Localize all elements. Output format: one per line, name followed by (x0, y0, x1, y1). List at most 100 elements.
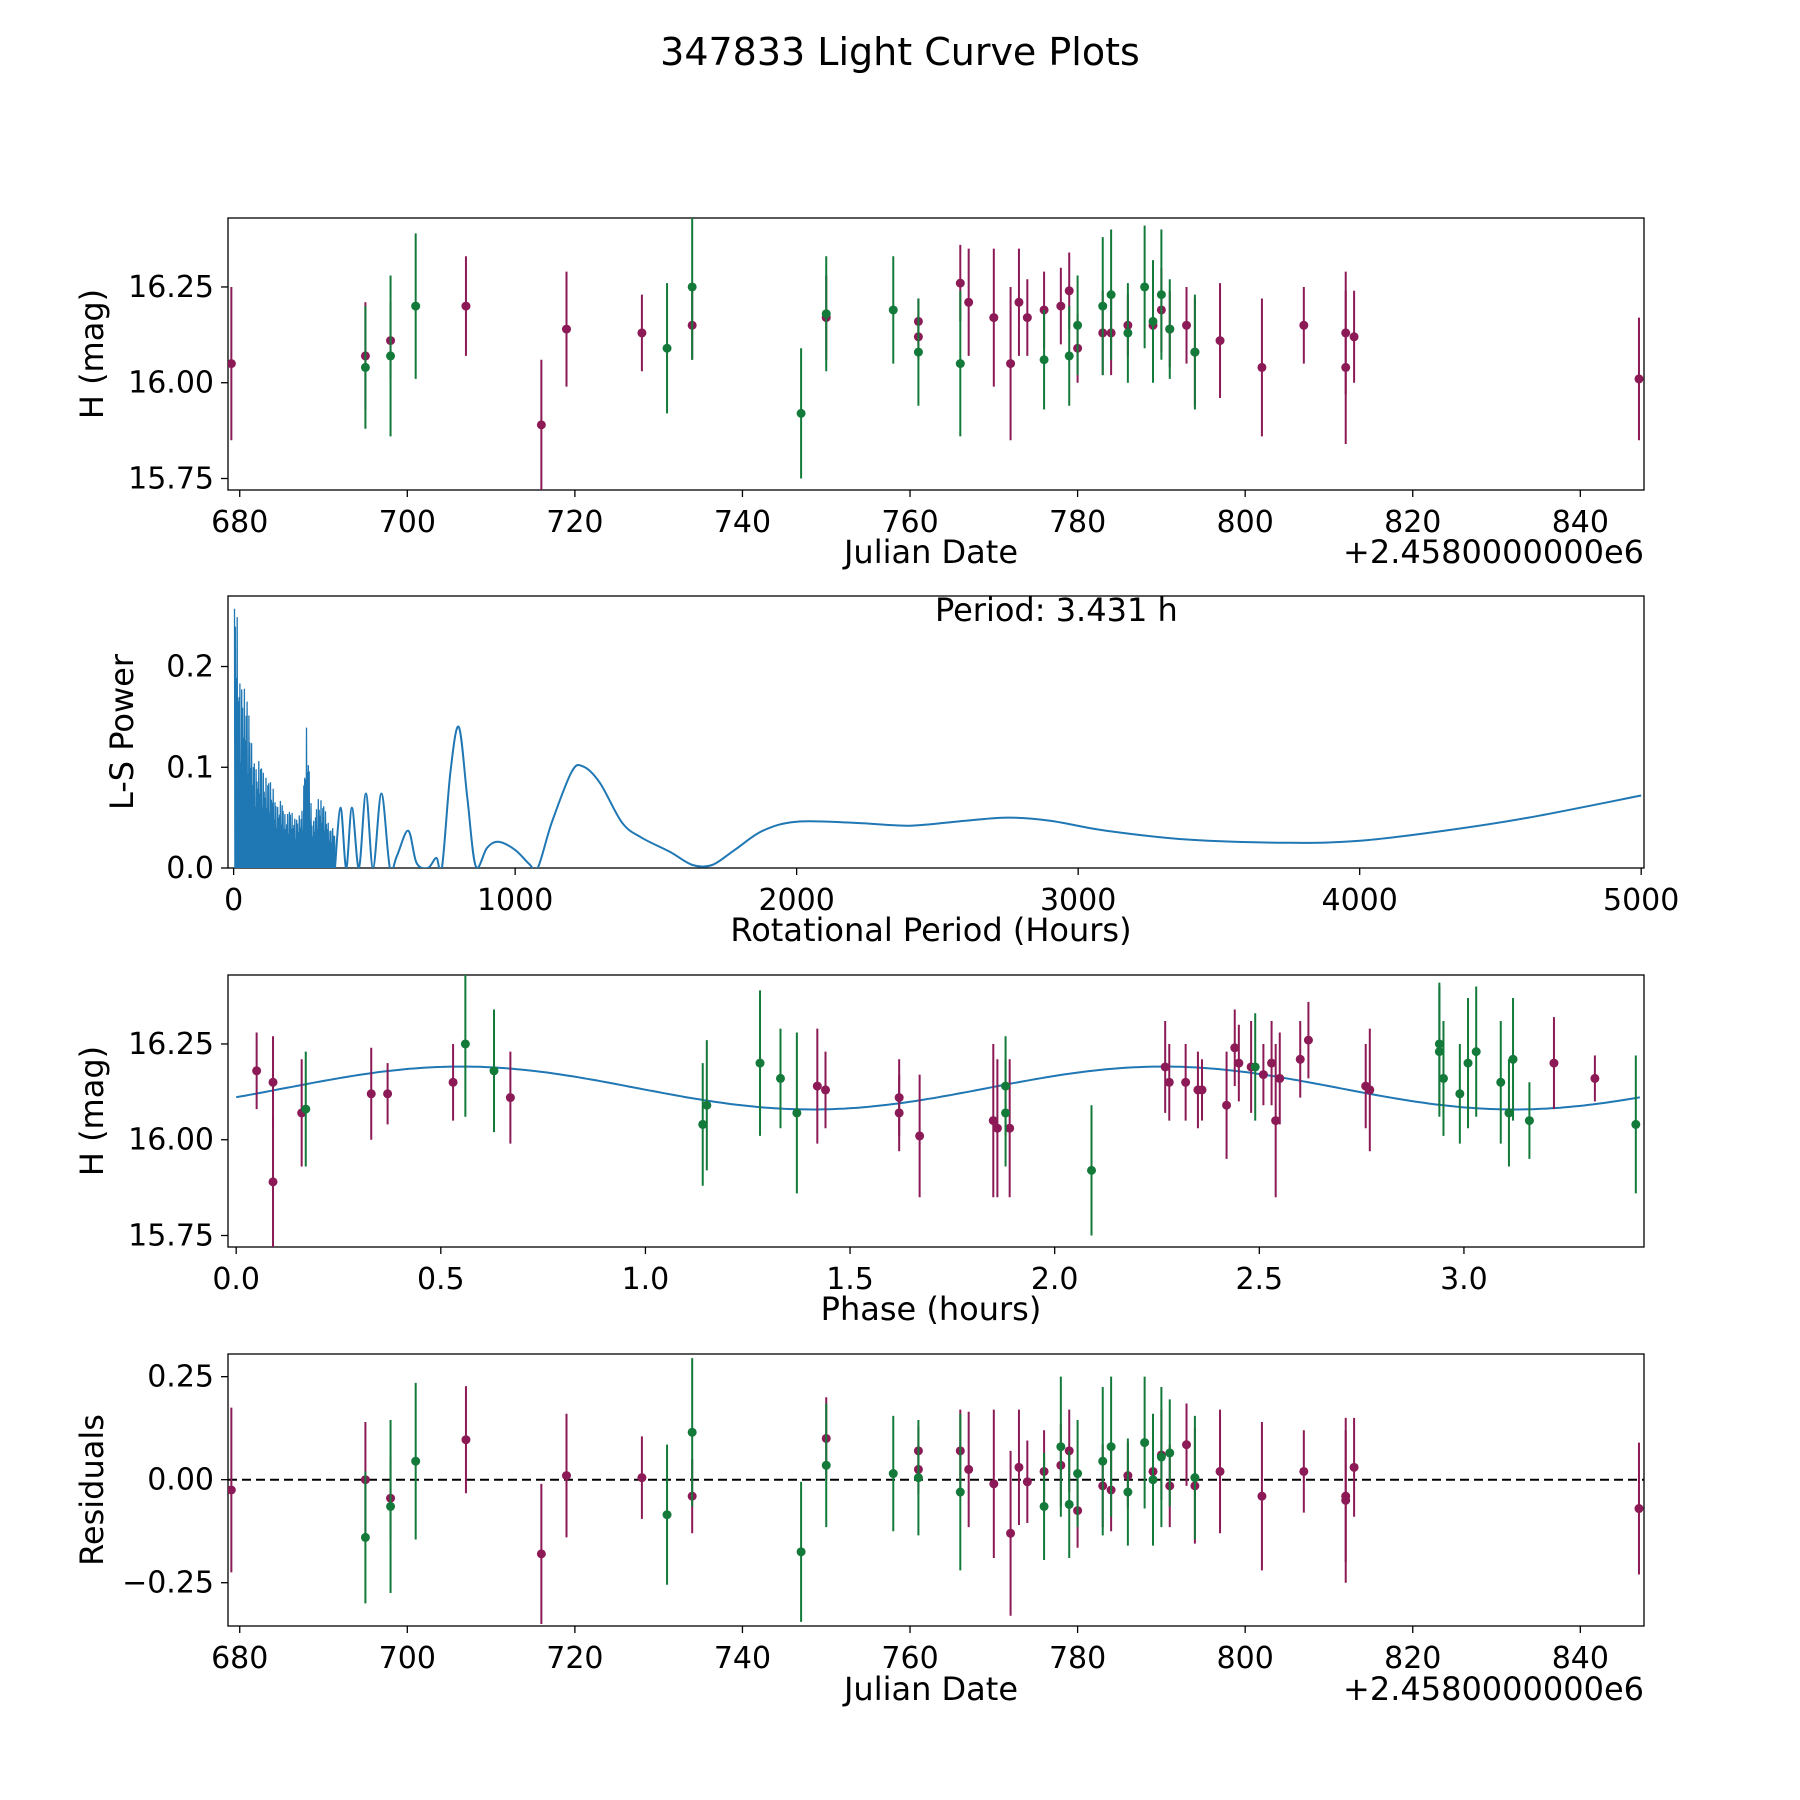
x-axis-label: Phase (hours) (821, 1290, 1042, 1328)
magenta-point (1197, 1085, 1207, 1095)
magenta-point (915, 1131, 925, 1141)
magenta-point (1271, 1116, 1281, 1126)
y-tick-label: 16.25 (128, 1027, 214, 1062)
magenta-point (1299, 320, 1309, 330)
x-tick-label: 820 (1384, 1641, 1441, 1676)
green-point (360, 362, 370, 372)
x-tick-label: 800 (1217, 1641, 1274, 1676)
green-point (913, 347, 923, 357)
green-point (1524, 1116, 1534, 1126)
magenta-point (561, 324, 571, 334)
magenta-point (1303, 1035, 1313, 1045)
y-tick-label: 0.1 (166, 750, 214, 785)
green-point (1056, 1442, 1066, 1452)
magenta-point (1215, 1466, 1225, 1476)
green-point (1471, 1047, 1481, 1057)
magenta-point (1267, 1058, 1277, 1068)
y-tick-label: 15.75 (128, 462, 214, 497)
x-axis-label: Julian Date (842, 1670, 1018, 1708)
green-point (698, 1119, 708, 1129)
magenta-point (989, 1479, 999, 1489)
y-tick-label: 0.00 (147, 1463, 214, 1498)
green-point (775, 1073, 785, 1083)
green-point (1098, 301, 1108, 311)
magenta-point (812, 1081, 822, 1091)
magenta-point (536, 1549, 546, 1559)
green-point (1098, 1456, 1108, 1466)
green-point (1165, 324, 1175, 334)
magenta-point (1064, 286, 1074, 296)
magenta-point (637, 1473, 647, 1483)
green-point (1064, 351, 1074, 361)
x-axis-label: Julian Date (842, 533, 1018, 571)
x-tick-label: 780 (1049, 505, 1106, 540)
green-point (411, 301, 421, 311)
x-tick-label: 1.5 (826, 1262, 874, 1297)
magenta-point (268, 1177, 278, 1187)
green-point (888, 305, 898, 315)
x-tick-label: 1000 (477, 883, 553, 918)
green-point (1001, 1081, 1011, 1091)
lightcurve-panel: 680 700 720 740 760 780 800 820 840 15.75 16.00 16.… (73, 217, 1645, 571)
magenta-point (366, 1089, 376, 1099)
magenta-point (252, 1066, 262, 1076)
x-tick-label: 3.0 (1440, 1262, 1488, 1297)
x-tick-label: 700 (379, 1641, 436, 1676)
magenta-point (383, 1089, 393, 1099)
green-point (301, 1104, 311, 1114)
green-point (1087, 1165, 1097, 1175)
y-tick-label: 16.25 (128, 270, 214, 305)
data-layer (228, 1358, 1644, 1624)
magenta-point (461, 301, 471, 311)
x-tick-label: 2.5 (1235, 1262, 1283, 1297)
plot-frame (227, 217, 1645, 491)
green-point (360, 1532, 370, 1542)
y-tick-label: −0.25 (122, 1566, 214, 1601)
x-tick-label: 680 (211, 505, 268, 540)
magenta-point (505, 1093, 515, 1103)
magenta-point (448, 1077, 458, 1087)
green-point (1496, 1077, 1506, 1087)
y-tick-label: 0.25 (147, 1360, 214, 1395)
periodogram-panel: 0 1000 2000 3000 4000 5000 0.0 0.1 0.2 Rotational… (103, 591, 1679, 949)
green-point (702, 1100, 712, 1110)
green-point (1148, 1475, 1158, 1485)
x-tick-label: 2000 (758, 883, 834, 918)
magenta-point (1549, 1058, 1559, 1068)
y-tick-label: 16.00 (128, 1123, 214, 1158)
green-point (386, 351, 396, 361)
magenta-point (228, 1485, 236, 1495)
green-point (1156, 1452, 1166, 1462)
magenta-point (1634, 374, 1644, 384)
x-tick-label: 780 (1049, 1641, 1106, 1676)
magenta-point (1634, 1504, 1644, 1514)
green-point (1190, 347, 1200, 357)
green-point (1504, 1108, 1514, 1118)
magenta-point (1215, 336, 1225, 346)
x-tick-label: 0.0 (212, 1262, 260, 1297)
y-tick-label: 15.75 (128, 1219, 214, 1254)
magenta-point (1006, 359, 1016, 369)
x-offset-label: +2.4580000000e6 (1343, 533, 1644, 571)
green-point (1039, 355, 1049, 365)
green-point (1434, 1047, 1444, 1057)
magenta-point (989, 313, 999, 323)
green-point (1039, 1501, 1049, 1511)
x-tick-label: 760 (881, 505, 938, 540)
y-tick-label: 0.0 (166, 851, 214, 886)
magenta-point (1160, 1062, 1170, 1072)
x-tick-label: 740 (714, 1641, 771, 1676)
magenta-point (1341, 362, 1351, 372)
green-point (662, 1510, 672, 1520)
green-point (687, 282, 697, 292)
magenta-point (1295, 1054, 1305, 1064)
green-point (796, 1547, 806, 1557)
magenta-point (821, 1085, 831, 1095)
x-tick-label: 0.5 (417, 1262, 465, 1297)
magenta-point (1022, 313, 1032, 323)
x-axis-label: Rotational Period (Hours) (730, 911, 1131, 949)
x-tick-label: 820 (1384, 505, 1441, 540)
green-point (796, 408, 806, 418)
magenta-point (1014, 297, 1024, 307)
